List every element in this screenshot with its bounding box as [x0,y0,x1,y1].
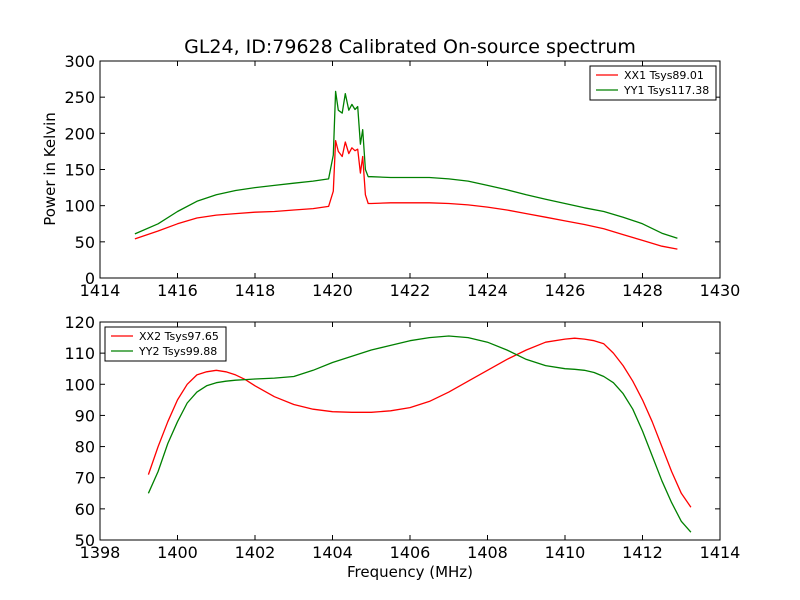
y-tick-label: 70 [75,469,95,488]
x-tick-label: 1426 [545,281,586,300]
x-tick-label: 1414 [700,543,741,562]
x-tick-label: 1418 [235,281,276,300]
legend-label: XX1 Tsys89.01 [624,69,704,82]
legend-label: XX2 Tsys97.65 [139,330,219,343]
x-tick-label: 1428 [622,281,663,300]
x-tick-label: 1400 [157,543,198,562]
x-axis-label: Frequency (MHz) [347,563,473,581]
y-axis-label: Power in Kelvin [41,112,59,226]
y-tick-label: 150 [64,161,95,180]
y-tick-label: 300 [64,52,95,71]
series-line-2-1 [147,337,692,508]
y-tick-label: 50 [75,233,95,252]
x-tick-label: 1414 [80,281,121,300]
y-tick-label: 120 [64,313,95,332]
x-tick-label: 1412 [622,543,663,562]
legend-box [104,326,227,362]
y-tick-label: 50 [75,531,95,550]
bottom-panel: 1398 1400 1402 1404 1406 1408 1410 1412 1414 50 60… [64,313,740,562]
x-tick-label: 1406 [390,543,431,562]
legend-label: YY1 Tsys117.38 [623,84,709,97]
legend-box [589,65,717,101]
x-tick-label: 1430 [700,281,741,300]
y-tick-label: 90 [75,406,95,425]
chart-title: GL24, ID:79628 Calibrated On-source spec… [184,36,636,58]
x-tick-label: 1416 [157,281,198,300]
x-tick-label: 1398 [80,543,121,562]
x-tick-label: 1422 [390,281,431,300]
series-line-2-2 [147,335,692,533]
series-line-1-2 [134,90,678,239]
series-line-1-1 [134,139,678,250]
x-tick-label: 1410 [545,543,586,562]
x-tick-label: 1408 [467,543,508,562]
y-tick-label: 0 [85,269,95,288]
y-tick-label: 100 [64,375,95,394]
legend-label: YY2 Tsys99.88 [138,345,217,358]
y-tick-label: 200 [64,124,95,143]
y-tick-label: 80 [75,438,95,457]
top-panel: 1414 1416 1418 1420 1422 1424 1426 1428 1430 0 50 1… [64,52,740,300]
y-tick-label: 60 [75,500,95,519]
x-tick-label: 1402 [235,543,276,562]
x-tick-label: 1404 [312,543,353,562]
y-tick-label: 250 [64,88,95,107]
y-tick-label: 100 [64,197,95,216]
x-tick-label: 1420 [312,281,353,300]
x-tick-label: 1424 [467,281,508,300]
y-tick-label: 110 [64,344,95,363]
